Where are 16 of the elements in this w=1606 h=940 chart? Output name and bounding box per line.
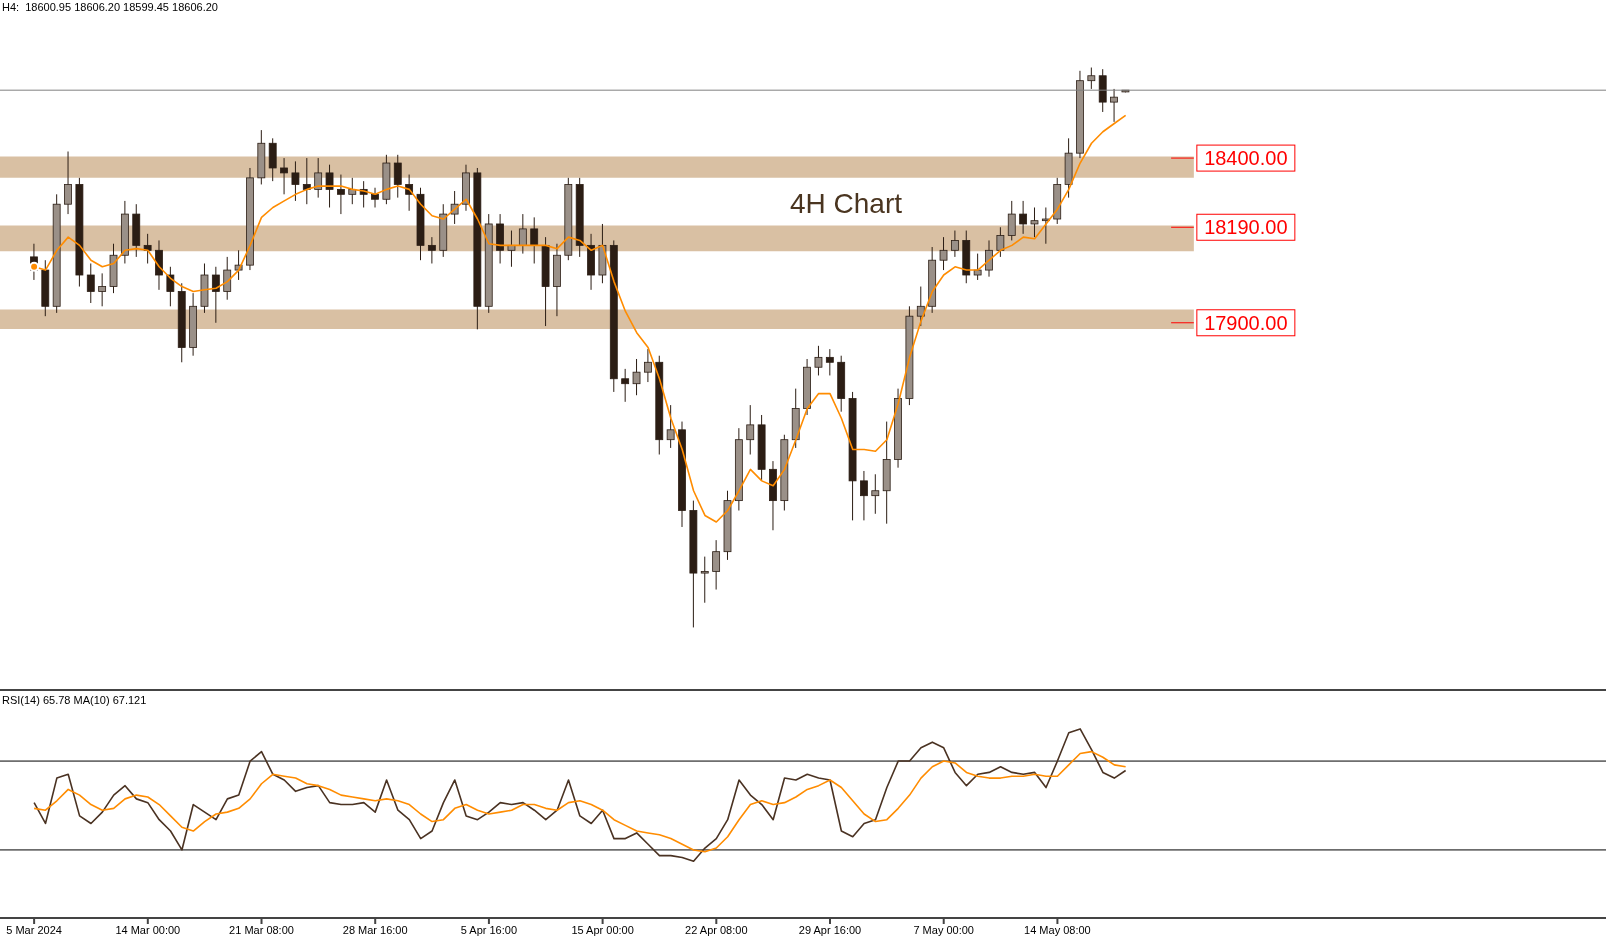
x-tick-label: 29 Apr 16:00: [798, 923, 862, 936]
ref-line-label: 17900.00: [1204, 311, 1288, 334]
x-tick-label: 28 Mar 16:00: [342, 923, 408, 936]
chart-title: RSI(14) 65.78 MA(10) 67.121: [2, 694, 147, 706]
chart-title: H4: 18600.95 18606.20 18599.45 18606.20: [2, 1, 218, 13]
annotation: 4H Chart: [790, 188, 903, 220]
x-tick-label: 22 Apr 08:00: [685, 923, 748, 936]
x-tick-label: 7 May 00:00: [913, 923, 974, 936]
x-tick-label: 21 Mar 08:00: [229, 923, 294, 936]
x-tick-label: 15 Apr 00:00: [571, 923, 634, 936]
x-tick-label: 14 Mar 00:00: [115, 923, 181, 936]
x-tick-label: 14 May 08:00: [1024, 923, 1091, 936]
ref-line-label: 18190.00: [1204, 216, 1288, 239]
x-tick-label: 5 Apr 16:00: [460, 923, 518, 936]
x-tick-label: 5 Mar 2024: [6, 923, 62, 936]
ref-line-label: 18400.00: [1204, 147, 1288, 170]
